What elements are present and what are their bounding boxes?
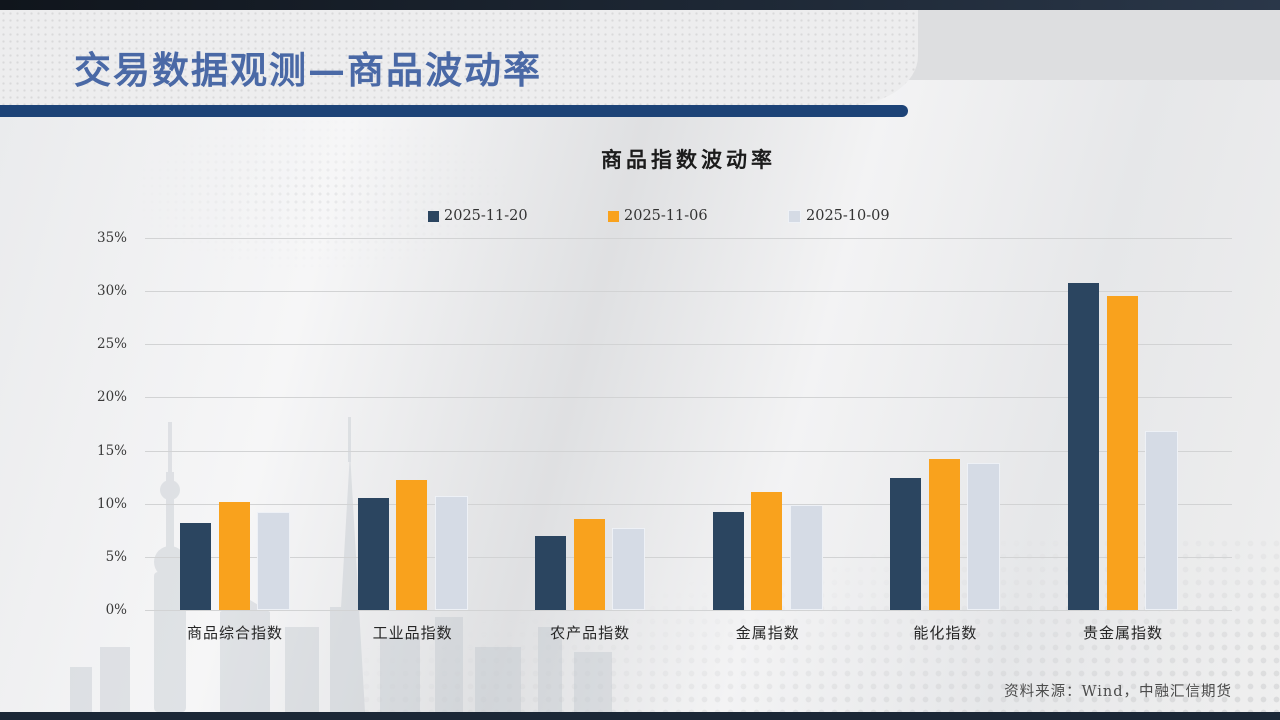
legend-item: 2025-10-09 bbox=[788, 208, 890, 224]
legend-label: 2025-10-09 bbox=[806, 208, 890, 224]
chart-legend: 2025-11-20 2025-11-06 2025-10-09 bbox=[428, 208, 890, 224]
bar-group bbox=[712, 492, 823, 610]
x-axis-label: 能化指数 bbox=[913, 624, 978, 642]
legend-item: 2025-11-20 bbox=[428, 208, 608, 224]
header-band bbox=[0, 10, 918, 106]
bar-2025-11-20 bbox=[535, 535, 567, 610]
source-note: 资料来源：Wind，中融汇信期货 bbox=[1004, 684, 1232, 700]
bar-2025-10-09 bbox=[257, 512, 290, 610]
x-axis-label: 农产品指数 bbox=[550, 624, 631, 642]
legend-label: 2025-11-06 bbox=[624, 208, 708, 224]
page-title: 交易数据观测—商品波动率 bbox=[74, 48, 542, 92]
bar-2025-11-06 bbox=[396, 480, 428, 610]
bar-group bbox=[1068, 282, 1178, 610]
gridline bbox=[145, 610, 1232, 611]
bar-group bbox=[890, 459, 1001, 610]
y-tick-label: 10% bbox=[96, 495, 127, 512]
y-tick-label: 20% bbox=[96, 389, 127, 406]
bar-2025-11-20 bbox=[712, 512, 744, 610]
world-map-dots-decoration bbox=[140, 118, 570, 308]
gridline bbox=[145, 556, 1232, 558]
bar-2025-11-20 bbox=[890, 478, 922, 610]
bar-2025-11-06 bbox=[928, 459, 960, 610]
city-skyline-decoration bbox=[70, 417, 612, 712]
bar-2025-10-09 bbox=[967, 463, 1001, 610]
plot-area: 商品综合指数 工业品指数 农产品指数 金属指数 能化指数 贵金属指数 bbox=[145, 238, 1232, 642]
bar-2025-10-09 bbox=[789, 504, 823, 610]
gridline bbox=[145, 291, 1232, 293]
legend-swatch bbox=[428, 210, 439, 222]
bar-2025-11-20 bbox=[357, 498, 389, 610]
bar-group bbox=[180, 501, 290, 610]
header-right-panel bbox=[880, 10, 1280, 80]
title-underline-rule bbox=[0, 105, 908, 117]
x-axis-label: 商品综合指数 bbox=[186, 624, 283, 642]
x-axis-label: 工业品指数 bbox=[372, 624, 453, 642]
y-tick-label: 35% bbox=[96, 230, 127, 246]
gridline bbox=[145, 503, 1232, 505]
bar-2025-11-06 bbox=[1106, 296, 1138, 610]
bar-2025-11-20 bbox=[180, 522, 211, 610]
bar-2025-11-06 bbox=[751, 492, 783, 610]
bar-group bbox=[357, 480, 468, 610]
gridline bbox=[145, 450, 1232, 452]
y-tick-label: 30% bbox=[96, 283, 127, 300]
bar-2025-11-06 bbox=[218, 501, 250, 610]
legend-swatch bbox=[788, 209, 801, 223]
y-tick-label: 0% bbox=[105, 602, 127, 618]
legend-item: 2025-11-06 bbox=[608, 208, 788, 224]
bar-2025-11-20 bbox=[1068, 282, 1099, 610]
top-edge-bar bbox=[0, 0, 1280, 10]
bottom-edge-bar bbox=[0, 712, 1280, 720]
bar-2025-10-09 bbox=[1145, 430, 1178, 610]
x-axis-label: 贵金属指数 bbox=[1082, 624, 1163, 642]
bar-2025-10-09 bbox=[612, 528, 646, 610]
y-tick-label: 5% bbox=[105, 548, 127, 565]
y-axis-ticks: 0% 5% 10% 15% 20% 25% 30% 35% bbox=[90, 230, 135, 618]
gridline bbox=[145, 238, 1232, 239]
chart-title: 商品指数波动率 bbox=[601, 147, 776, 172]
y-tick-label: 25% bbox=[96, 336, 127, 353]
y-tick-label: 15% bbox=[96, 442, 127, 459]
x-axis-label: 金属指数 bbox=[735, 624, 800, 642]
gridline bbox=[145, 344, 1232, 346]
bar-2025-10-09 bbox=[434, 496, 468, 610]
legend-label: 2025-11-20 bbox=[444, 208, 528, 224]
gridline bbox=[145, 397, 1232, 399]
legend-swatch bbox=[608, 210, 619, 222]
bar-group bbox=[535, 518, 646, 610]
bar-2025-11-06 bbox=[573, 518, 605, 610]
